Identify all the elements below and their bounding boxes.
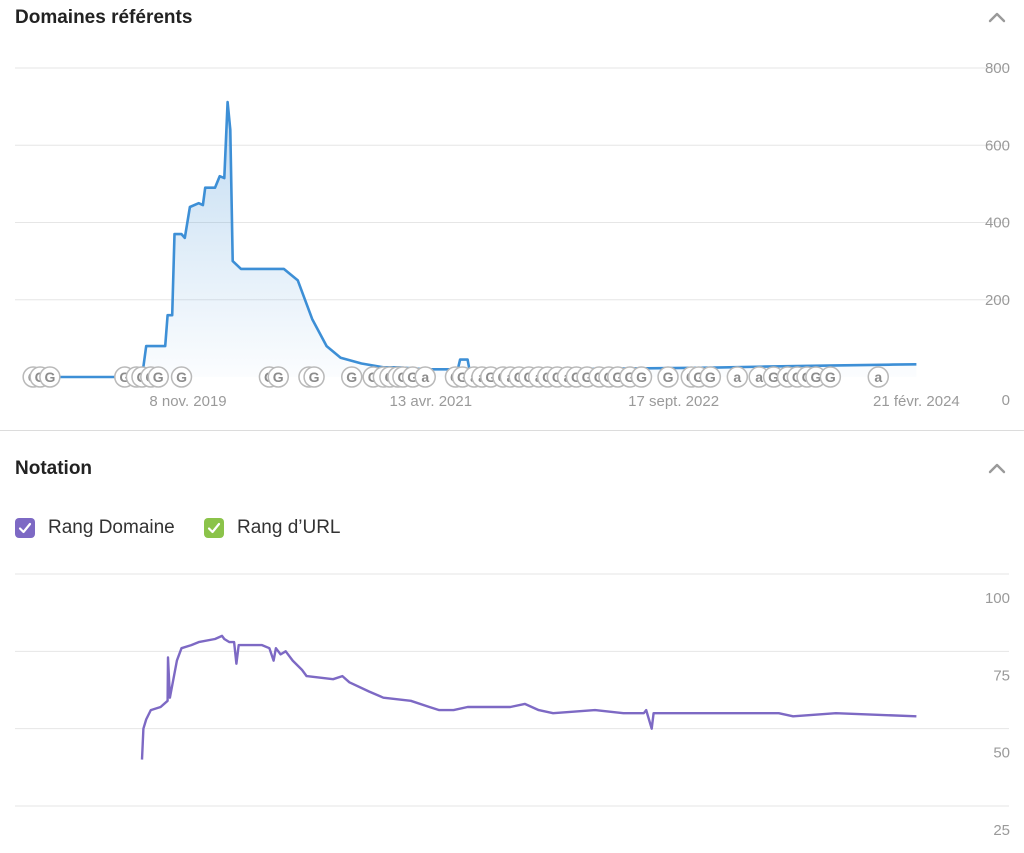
svg-text:G: G [309,369,320,385]
annotation-marker[interactable]: G [267,366,290,388]
chevron-up-icon [988,463,1006,474]
annotation-marker[interactable]: G [699,366,722,388]
y-tick-label: 50 [993,745,1010,762]
svg-text:a: a [874,369,882,385]
annotation-marker[interactable]: G [657,366,679,388]
url-rank-checkbox[interactable] [204,518,224,538]
domain-rank-checkbox[interactable] [15,518,35,538]
annotation-marker[interactable]: a [867,366,890,388]
svg-text:G: G [119,369,130,385]
svg-text:a: a [733,369,741,385]
svg-text:G: G [663,369,674,385]
svg-text:G: G [582,369,593,385]
series-area [29,102,917,377]
x-tick-label: 8 nov. 2019 [149,393,226,410]
chevron-up-icon [988,12,1006,23]
svg-text:G: G [705,369,716,385]
annotation-marker[interactable]: G [170,366,193,388]
y-tick-label: 0 [1002,392,1010,409]
referring-domains-chart: 0200400600800GGGGGGGGGGGGGGGaGaGGaGGaaGG… [15,60,1010,410]
x-tick-label: 21 févr. 2024 [873,393,960,410]
svg-text:G: G [44,369,55,385]
svg-text:G: G [485,369,496,385]
svg-text:G: G [624,369,635,385]
rating-chart: 25 50 75 100 [15,573,1010,839]
x-tick-label: 17 sept. 2022 [628,393,719,410]
collapse-rating-button[interactable] [984,457,1010,479]
svg-text:G: G [273,369,284,385]
y-tick-label: 800 [985,60,1010,77]
svg-text:G: G [153,369,164,385]
svg-text:G: G [810,369,821,385]
legend-domain-rank-toggle[interactable]: Rang Domaine [15,516,175,540]
annotation-marker[interactable]: a [414,366,436,388]
svg-text:G: G [636,369,647,385]
url-rank-label: Rang d’URL [237,517,341,538]
annotation-marker[interactable]: G [340,366,363,388]
section-divider [0,430,1024,431]
rating-title: Notation [15,458,93,479]
svg-text:G: G [825,369,836,385]
y-tick-label: 25 [993,822,1010,839]
svg-text:G: G [457,369,468,385]
annotation-marker[interactable]: G [630,366,653,388]
svg-text:G: G [768,369,779,385]
annotation-marker[interactable]: G [303,366,325,388]
domain-rank-label: Rang Domaine [48,517,175,538]
annotation-marker[interactable]: G [39,366,61,388]
y-tick-label: 200 [985,292,1010,309]
y-tick-label: 400 [985,215,1010,232]
y-tick-label: 100 [985,590,1010,607]
x-tick-label: 13 avr. 2021 [390,393,473,410]
svg-text:a: a [755,369,763,385]
y-tick-label: 600 [985,137,1010,154]
svg-text:a: a [421,369,429,385]
collapse-referring-domains-button[interactable] [984,6,1010,28]
domain-rank-line [140,634,917,760]
annotation-marker[interactable]: a [726,366,749,388]
series-line [29,100,917,379]
y-tick-label: 75 [993,667,1010,684]
svg-text:G: G [407,369,418,385]
annotation-marker[interactable]: G [819,366,842,388]
svg-text:G: G [612,369,623,385]
annotation-marker[interactable]: G [147,366,170,388]
svg-text:G: G [346,369,357,385]
referring-domains-title: Domaines référents [15,7,193,28]
check-icon [207,522,221,534]
legend-url-rank-toggle[interactable]: Rang d’URL [204,516,341,540]
svg-text:G: G [176,369,187,385]
svg-text:G: G [693,369,704,385]
check-icon [18,522,32,534]
